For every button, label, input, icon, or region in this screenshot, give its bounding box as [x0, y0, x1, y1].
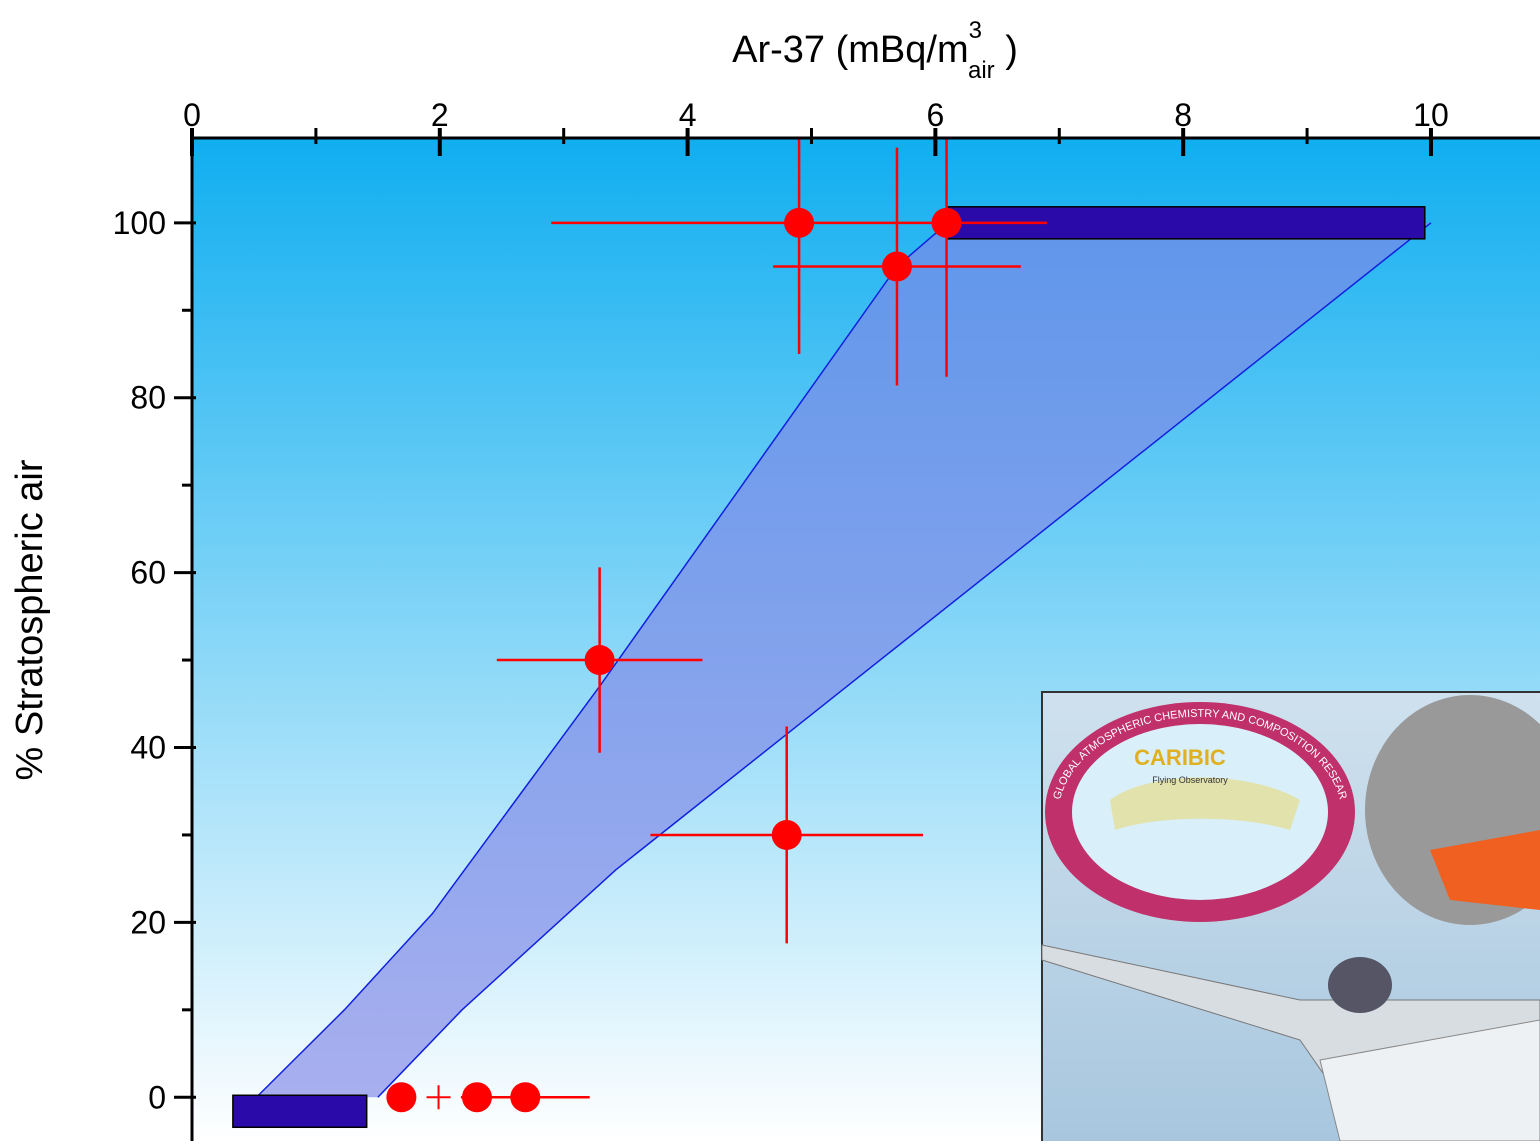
x-tick-label: 4: [679, 97, 697, 133]
y-tick-label: 20: [130, 904, 166, 940]
point: [584, 645, 615, 676]
probe-inlet: [1430, 830, 1540, 910]
logo-map: [1110, 777, 1300, 830]
x-axis-label-text: Ar-37 (mBq/m: [732, 29, 968, 71]
airplane-fuselage: [1319, 1019, 1540, 1142]
point: [931, 207, 962, 238]
x-tick-label: 6: [926, 97, 944, 133]
x-axis-label-sub: air: [968, 57, 995, 84]
point: [784, 207, 815, 238]
x-axis-label-sup: 3: [969, 17, 982, 44]
point: [461, 1082, 492, 1113]
point: [386, 1082, 417, 1113]
band-right-line: [377, 222, 1432, 1098]
y-tick-label: 0: [148, 1079, 166, 1115]
y-tick-label: 60: [130, 555, 166, 591]
range-bar: [232, 1094, 368, 1129]
airplane-engine: [1328, 957, 1392, 1013]
x-tick-label: 2: [431, 97, 449, 133]
logo-subtitle: Flying Observatory: [1152, 775, 1228, 785]
x-axis-label-close: ): [995, 29, 1018, 71]
y-tick-label: 100: [113, 205, 166, 241]
point: [771, 819, 802, 850]
y-tick-label: 40: [130, 729, 166, 765]
x-tick-label: 10: [1413, 97, 1449, 133]
x-tick-label: 0: [183, 97, 201, 133]
x-tick-label: 8: [1174, 97, 1192, 133]
logo-title: CARIBIC: [1134, 745, 1226, 770]
band-area: [256, 222, 1431, 1098]
y-tick-label: 80: [130, 380, 166, 416]
x-axis-label: Ar-37 (mBq/m3 air ): [732, 17, 1018, 84]
point: [510, 1082, 541, 1113]
y-axis-label: % Stratospheric air: [9, 459, 51, 780]
point: [881, 251, 912, 282]
point: [426, 1085, 451, 1110]
